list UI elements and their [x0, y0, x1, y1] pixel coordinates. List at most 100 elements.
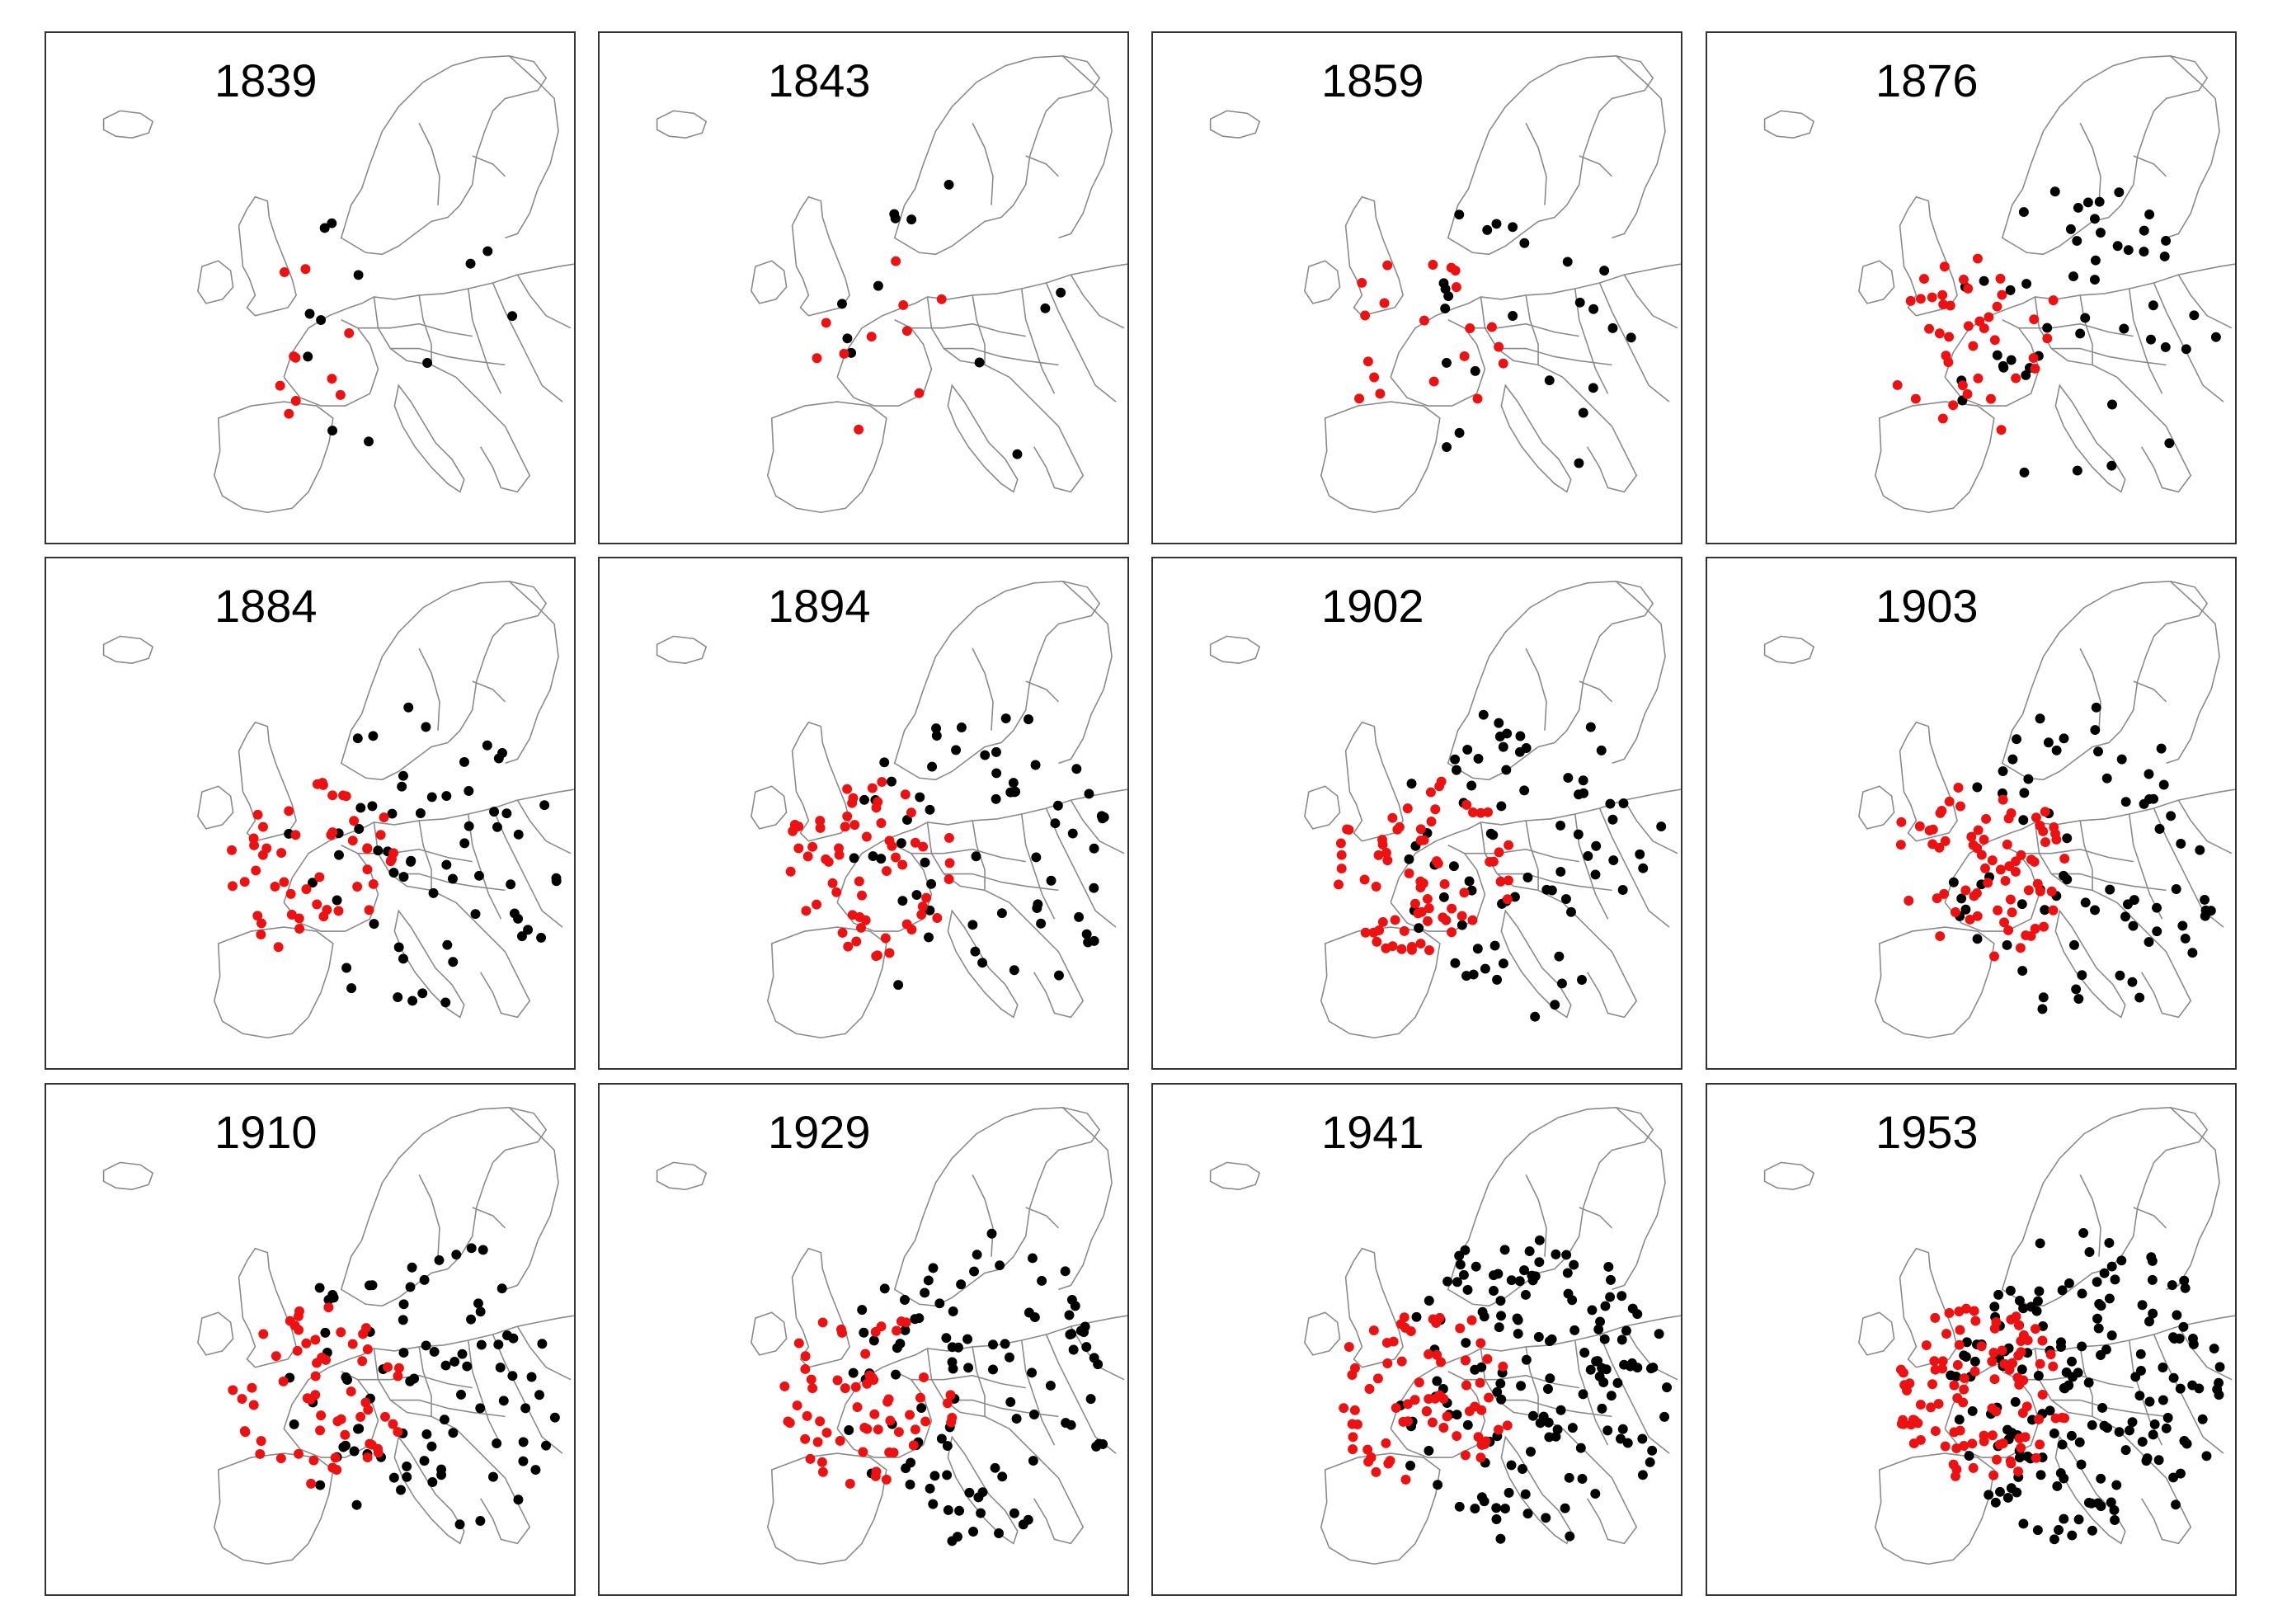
black-marker — [2049, 1534, 2059, 1545]
red-marker — [807, 1383, 818, 1394]
red-marker — [869, 1409, 880, 1419]
red-marker — [1387, 812, 1398, 823]
black-marker — [1606, 1391, 1617, 1401]
red-marker — [842, 784, 853, 794]
black-marker — [327, 426, 337, 436]
black-marker — [934, 1298, 945, 1309]
black-marker — [1440, 304, 1451, 313]
black-marker — [1040, 303, 1051, 313]
red-marker — [2035, 1358, 2045, 1369]
black-marker — [2021, 279, 2032, 289]
black-marker — [2068, 271, 2078, 282]
red-marker — [837, 1327, 847, 1338]
black-marker — [1556, 978, 1567, 989]
red-marker — [1354, 393, 1365, 404]
country-border — [2054, 384, 2126, 493]
black-marker — [1573, 829, 1584, 840]
red-marker — [1963, 321, 1974, 332]
black-marker — [2059, 733, 2069, 744]
black-marker — [2197, 1414, 2208, 1424]
red-marker — [871, 951, 882, 962]
red-marker — [2011, 373, 2021, 384]
red-marker — [856, 922, 866, 933]
black-marker — [2007, 1428, 2017, 1438]
black-marker — [1946, 1370, 1956, 1381]
country-border — [357, 1374, 473, 1389]
black-marker — [2179, 1275, 2190, 1286]
black-marker — [1495, 1296, 1506, 1306]
red-marker — [793, 1338, 804, 1349]
black-marker — [2158, 1395, 2168, 1405]
country-border — [2079, 647, 2101, 731]
black-marker — [2093, 746, 2103, 757]
black-marker — [1519, 1265, 1530, 1276]
year-label: 1876 — [1875, 54, 1979, 106]
red-marker — [276, 848, 287, 859]
black-marker — [2119, 323, 2129, 334]
red-marker — [837, 928, 848, 938]
black-marker — [887, 776, 896, 787]
red-marker — [1434, 781, 1445, 792]
country-border — [1899, 1247, 1958, 1368]
red-marker — [2051, 834, 2062, 845]
black-marker — [954, 1505, 965, 1516]
map-panel: 1929 — [598, 1083, 1129, 1596]
red-marker — [932, 913, 943, 923]
country-border — [972, 1346, 986, 1417]
black-marker — [464, 821, 474, 831]
country-border — [1574, 288, 1609, 394]
black-marker — [489, 807, 500, 817]
red-marker — [917, 901, 928, 912]
black-marker — [2201, 1451, 2212, 1462]
black-marker — [2099, 1268, 2110, 1278]
red-marker — [849, 820, 860, 831]
red-marker — [834, 843, 844, 854]
red-marker — [873, 1424, 883, 1435]
black-marker — [1622, 1438, 1633, 1448]
country-border — [492, 1334, 563, 1454]
black-marker — [2112, 241, 2123, 252]
black-marker — [1009, 1508, 1019, 1518]
black-marker — [2035, 1470, 2046, 1480]
black-marker — [1489, 1286, 1499, 1296]
red-marker — [271, 1351, 281, 1362]
black-marker — [2159, 251, 2170, 261]
country-border — [238, 721, 297, 842]
country-border — [2051, 347, 2167, 366]
red-marker — [362, 864, 373, 875]
red-marker — [1485, 856, 1495, 867]
red-marker — [1959, 1373, 1969, 1384]
red-marker — [788, 826, 798, 836]
black-marker — [967, 920, 978, 930]
red-marker — [1342, 824, 1353, 835]
red-marker — [2049, 822, 2059, 832]
red-marker — [1968, 1462, 1979, 1473]
black-marker — [539, 800, 550, 811]
black-marker — [1989, 1302, 2000, 1312]
black-marker — [2210, 332, 2221, 342]
red-marker — [314, 872, 325, 883]
black-marker — [2023, 774, 2034, 784]
red-marker — [1980, 863, 1990, 873]
black-marker — [1080, 1321, 1090, 1332]
black-marker — [434, 1254, 445, 1265]
black-marker — [549, 1412, 560, 1423]
red-marker — [854, 876, 864, 887]
black-marker — [953, 1532, 962, 1542]
country-border — [2051, 1399, 2167, 1418]
red-marker — [1957, 380, 1968, 391]
black-marker — [2091, 702, 2101, 713]
country-border — [1525, 647, 1547, 731]
black-marker — [2124, 1425, 2134, 1436]
black-marker — [2093, 1323, 2104, 1334]
black-marker — [397, 781, 407, 792]
black-marker — [2136, 1365, 2146, 1376]
black-marker — [926, 878, 937, 889]
red-marker — [1944, 796, 1955, 807]
black-marker — [1520, 1289, 1531, 1300]
black-marker — [1489, 940, 1500, 951]
black-marker — [421, 1429, 432, 1439]
black-marker — [1645, 1457, 1655, 1467]
red-marker — [2006, 808, 2017, 818]
black-marker — [1060, 1266, 1071, 1277]
